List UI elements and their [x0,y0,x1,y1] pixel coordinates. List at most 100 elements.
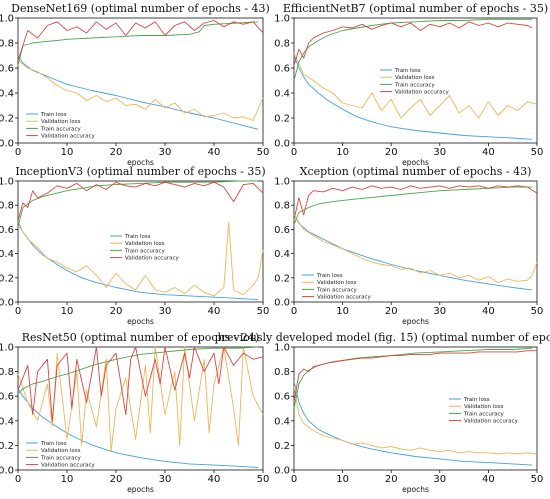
legend-label: Validation loss [41,448,81,454]
legend-label: Train accuracy [40,455,82,461]
x-axis-label: epochs [127,158,154,167]
y-tick-label: 0.6 [0,225,14,236]
series-line-train-loss [17,55,259,130]
x-tick-label: 40 [208,147,221,158]
legend-label: Train loss [463,397,490,403]
x-tick-label: 10 [61,306,74,317]
series-line-train-accuracy [293,347,533,409]
y-tick-label: 0.0 [0,298,14,309]
chart-title: Xception (optimal number of epochs - 43) [300,165,532,178]
x-tick-label: 50 [257,474,270,485]
x-tick-label: 0 [291,306,297,317]
x-tick-label: 20 [385,474,398,485]
x-tick-label: 40 [208,474,221,485]
x-tick-label: 10 [61,147,74,158]
chart-panel-6: previously developed model (fig. 15) (op… [215,331,550,494]
x-tick-label: 40 [208,306,221,317]
legend-label: Validation accuracy [317,295,371,301]
x-tick-label: 10 [336,147,349,158]
series-line-train-loss [293,214,533,291]
y-tick-label: 1.0 [0,343,14,354]
y-tick-label: 0.6 [0,64,14,75]
legend-label: Train loss [124,234,151,240]
y-tick-label: 0.8 [0,39,14,50]
x-tick-label: 0 [15,147,21,158]
series-line-validation-loss [293,214,538,284]
x-tick-label: 50 [257,147,270,158]
y-tick-label: 0.0 [274,466,290,477]
legend-label: Validation loss [395,75,435,81]
x-tick-label: 0 [291,474,297,485]
legend-label: Validation loss [317,280,357,286]
plot-frame [17,180,264,303]
y-tick-label: 0.8 [274,201,290,212]
y-tick-label: 0.4 [274,249,290,260]
x-tick-label: 40 [482,474,495,485]
y-tick-label: 1.0 [0,177,14,188]
y-tick-label: 1.0 [274,343,290,354]
chart-panel-5: ResNet50 (optimal number of epochs - 24)… [0,331,269,494]
legend-label: Train loss [316,273,343,279]
chart-panel-1: DenseNet169 (optimal number of epochs - … [0,2,270,167]
y-tick-label: 0.2 [274,114,290,125]
x-tick-label: 30 [159,474,172,485]
series-line-train-loss [293,381,533,466]
chart-title: DenseNet169 (optimal number of epochs - … [11,2,270,15]
legend-label: Train loss [394,68,421,74]
y-tick-label: 0.4 [274,416,290,427]
y-tick-label: 0.8 [274,367,290,378]
series-line-train-accuracy [17,21,259,66]
x-tick-label: 20 [385,147,398,158]
chart-panel-2: EfficientNetB7 (optimal number of epochs… [274,2,548,167]
y-tick-label: 0.6 [274,64,290,75]
x-tick-label: 40 [482,147,495,158]
x-tick-label: 30 [433,474,446,485]
y-tick-label: 0.8 [0,367,14,378]
y-tick-label: 0.0 [0,139,14,150]
x-axis-label: epochs [127,317,154,326]
series-line-train-loss [293,55,533,140]
legend-label: Validation accuracy [41,463,95,469]
x-tick-label: 10 [336,306,349,317]
y-tick-label: 0.2 [0,441,14,452]
series-line-validation-loss [293,52,538,119]
plot-frame [293,180,538,303]
series-line-train-loss [17,221,259,301]
chart-title: ResNet50 (optimal number of epochs - 24) [22,331,260,344]
y-tick-label: 0.2 [274,273,290,284]
legend-label: Train loss [40,112,67,118]
y-tick-label: 0.6 [274,225,290,236]
series-line-validation-loss [293,386,538,455]
plot-frame [17,346,264,471]
series-line-validation-accuracy [293,185,538,220]
legend-label: Validation accuracy [395,90,449,96]
x-tick-label: 30 [159,306,172,317]
x-tick-label: 50 [531,474,544,485]
y-tick-label: 0.2 [0,114,14,125]
x-tick-label: 10 [336,474,349,485]
legend-label: Validation loss [41,119,81,125]
series-line-train-accuracy [293,186,533,225]
y-tick-label: 1.0 [0,14,14,25]
chart-title: EfficientNetB7 (optimal number of epochs… [283,2,548,15]
x-tick-label: 40 [482,306,495,317]
legend-label: Train accuracy [394,82,436,88]
legend-label: Validation loss [125,241,165,247]
series-line-validation-loss [17,346,264,453]
y-tick-label: 0.8 [274,39,290,50]
x-tick-label: 30 [433,147,446,158]
legend-label: Validation accuracy [464,419,518,425]
y-tick-label: 0.8 [0,201,14,212]
y-tick-label: 0.4 [0,249,14,260]
series-line-validation-accuracy [17,346,264,422]
x-tick-label: 50 [531,306,544,317]
chart-panel-4: Xception (optimal number of epochs - 43)… [274,165,543,326]
y-tick-label: 0.0 [274,298,290,309]
y-tick-label: 0.0 [0,466,14,477]
series-line-validation-loss [17,221,264,297]
